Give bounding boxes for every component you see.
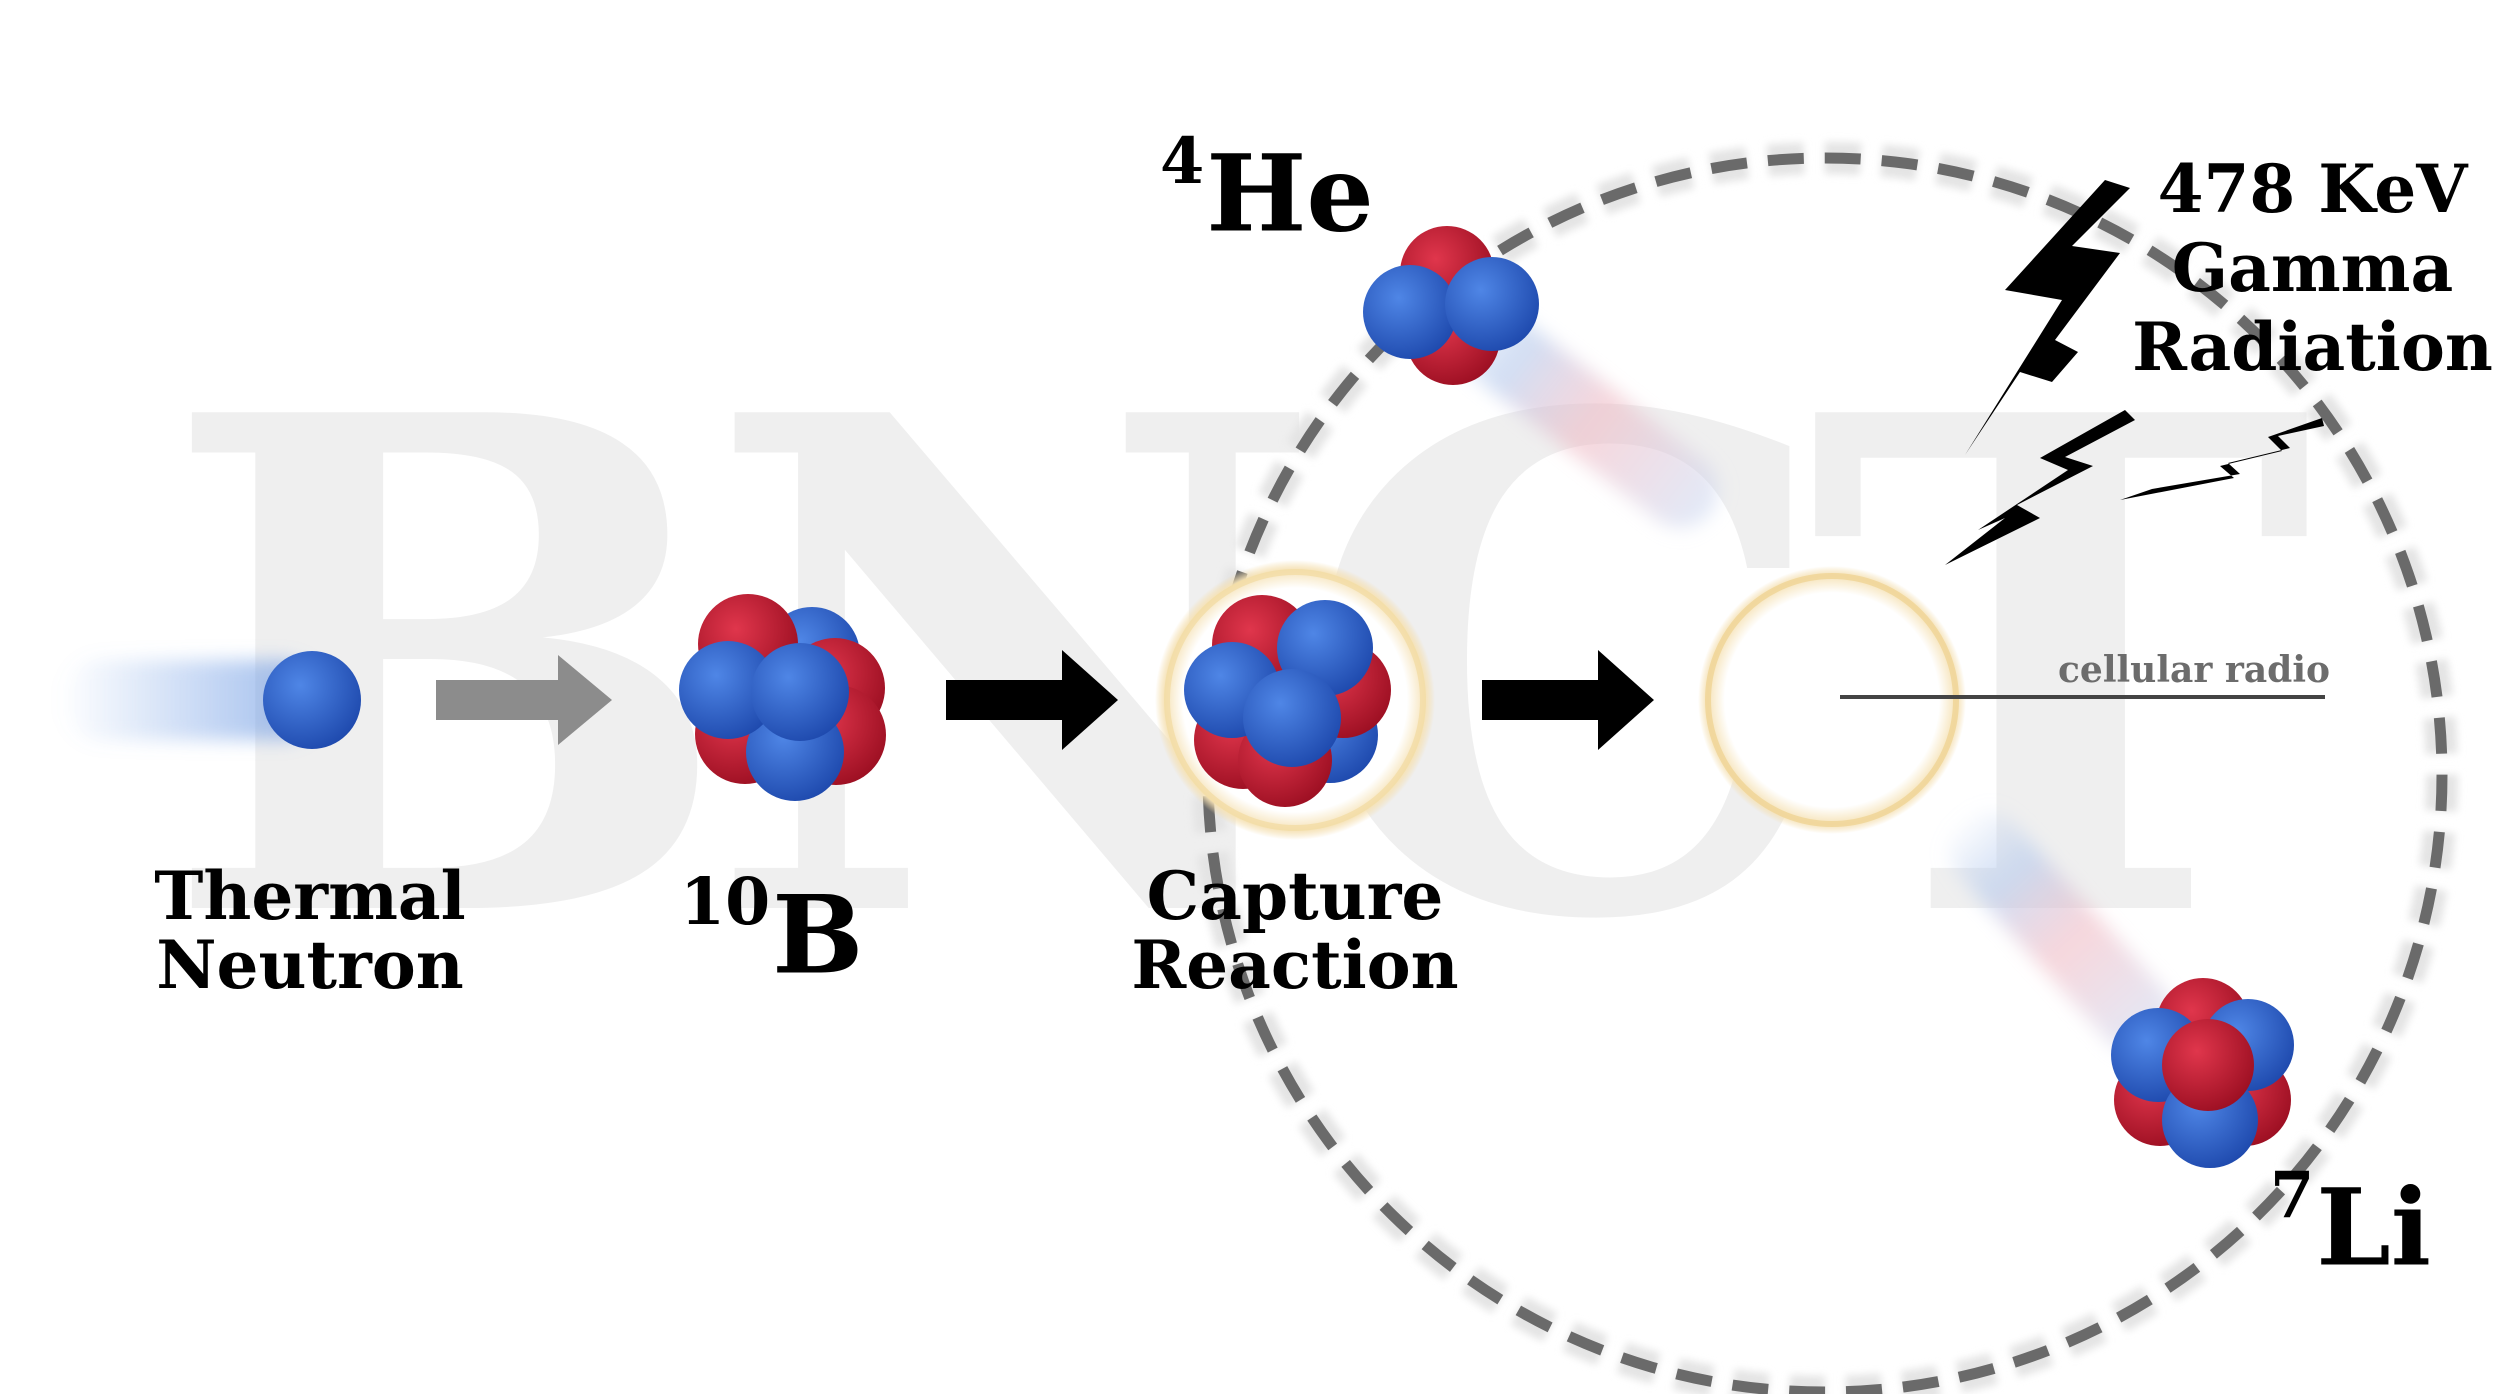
arrow-1 — [436, 655, 612, 745]
helium-4-label: 4He — [1160, 123, 1374, 256]
lightning-bolt-icon — [1965, 180, 2130, 455]
lightning-bolt-icon — [1945, 410, 2135, 565]
helium-trail — [1441, 295, 1719, 528]
lithium-trail — [1947, 810, 2174, 1053]
thermal-neutron — [263, 651, 361, 749]
gamma-radiation-label: 478 KeV Gamma Radiation — [2132, 150, 2493, 387]
arrow-3 — [1482, 650, 1654, 750]
boron-10-label: 10B — [680, 864, 864, 999]
lithium-7-nucleus — [2111, 978, 2294, 1168]
lightning-bolt-icon — [2120, 418, 2324, 500]
capture-reaction-label: Capture Reaction — [1131, 857, 1459, 1005]
arrow-2 — [946, 650, 1118, 750]
cellular-radio-label: cellular radio — [2058, 649, 2331, 691]
boron-10-nucleus — [679, 594, 886, 801]
neutron-trail — [60, 660, 320, 740]
lithium-7-label: 7Li — [2270, 1157, 2432, 1290]
split-glow — [1698, 566, 1966, 834]
capture-nucleus — [1184, 595, 1391, 807]
helium-4-nucleus — [1363, 226, 1539, 385]
thermal-neutron-label: Thermal Neutron — [154, 857, 466, 1005]
